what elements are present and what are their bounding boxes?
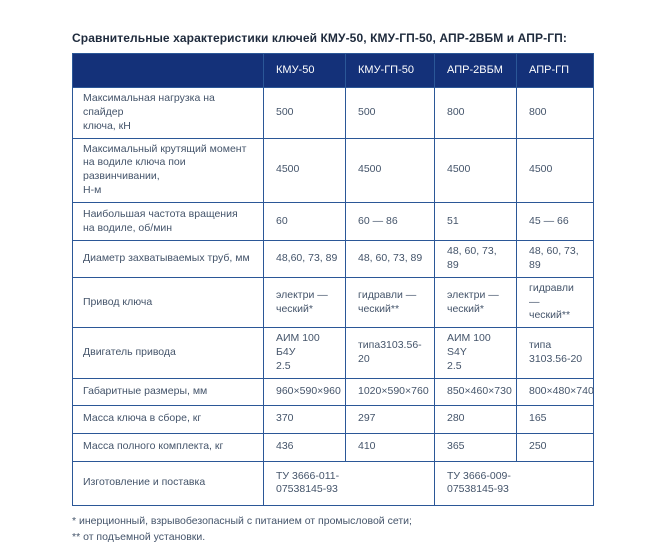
cell-value: 297 (345, 404, 435, 434)
row-label: Наибольшая частота вращения на водиле, о… (72, 202, 264, 242)
cell-value: типа 3103.56-20 (516, 327, 594, 379)
table-row: Масса ключа в сборе, кг 370 297 280 165 (72, 404, 594, 434)
cell-value: 850×460×730 (434, 377, 517, 406)
comparison-table: КМУ-50 КМУ-ГП-50 АПР-2ВБМ АПР-ГП Максима… (72, 53, 594, 506)
cell-value: АИМ 100 S4Y 2.5 (434, 327, 517, 379)
cell-value: электри — ческий* (263, 276, 346, 329)
table-row: Изготовление и поставка ТУ 3666-011- 075… (72, 460, 594, 506)
table-row: Габаритные размеры, мм 960×590×960 1020×… (72, 377, 594, 406)
column-header: КМУ-ГП-50 (345, 53, 435, 88)
row-label: Максимальная нагрузка на спайдер ключа, … (72, 87, 264, 139)
cell-value: 1020×590×760 (345, 377, 435, 406)
cell-value: гидравли — ческий** (345, 276, 435, 329)
footnote: ** от подъемной установки. (72, 531, 206, 544)
cell-value: 280 (434, 404, 517, 434)
cell-value: 500 (263, 87, 346, 139)
cell-value: 800×480×740 (516, 377, 594, 406)
table-row: Наибольшая частота вращения на водиле, о… (72, 202, 594, 242)
header-row: КМУ-50 КМУ-ГП-50 АПР-2ВБМ АПР-ГП (72, 53, 594, 88)
cell-value: 410 (345, 432, 435, 462)
cell-value: АИМ 100 Б4У 2.5 (263, 327, 346, 379)
row-label: Габаритные размеры, мм (72, 377, 264, 406)
cell-value: 800 (434, 87, 517, 139)
row-label: Максимальный крутящий момент на водиле к… (72, 137, 264, 204)
cell-value: 4500 (345, 137, 435, 204)
footnotes: * инерционный, взрывобезопасный с питани… (72, 513, 672, 545)
footnote: * инерционный, взрывобезопасный с питани… (72, 514, 412, 527)
row-label: Масса ключа в сборе, кг (72, 404, 264, 434)
row-label: Диаметр захватываемых труб, мм (72, 240, 264, 278)
cell-value: 800 (516, 87, 594, 139)
cell-value: ТУ 3666-009- 07538145-93 (434, 460, 594, 506)
column-header: АПР-ГП (516, 53, 594, 88)
row-label: Привод ключа (72, 276, 264, 329)
cell-value: 960×590×960 (263, 377, 346, 406)
column-header: АПР-2ВБМ (434, 53, 517, 88)
cell-value: 51 (434, 202, 517, 242)
cell-value: 4500 (263, 137, 346, 204)
cell-value: электри — ческий* (434, 276, 517, 329)
cell-value: 45 — 66 (516, 202, 594, 242)
table-row: Масса полного комплекта, кг 436 410 365 … (72, 432, 594, 462)
cell-value: 500 (345, 87, 435, 139)
table-row: Максимальная нагрузка на спайдер ключа, … (72, 87, 594, 139)
row-label: Изготовление и поставка (72, 460, 264, 506)
cell-value: 250 (516, 432, 594, 462)
cell-value: 60 — 86 (345, 202, 435, 242)
table-row: Максимальный крутящий момент на водиле к… (72, 137, 594, 204)
cell-value: 165 (516, 404, 594, 434)
cell-value: 370 (263, 404, 346, 434)
row-label: Масса полного комплекта, кг (72, 432, 264, 462)
cell-value: 60 (263, 202, 346, 242)
cell-value: 48, 60, 73, 89 (434, 240, 517, 278)
cell-value: гидравли — ческий** (516, 276, 594, 329)
corner-cell (72, 53, 264, 88)
cell-value: 48, 60, 73, 89 (516, 240, 594, 278)
cell-value: 48, 60, 73, 89 (345, 240, 435, 278)
cell-value: 4500 (434, 137, 517, 204)
column-header: КМУ-50 (263, 53, 346, 88)
row-label: Двигатель привода (72, 327, 264, 379)
table-row: Диаметр захватываемых труб, мм 48,60, 73… (72, 240, 594, 278)
page-title: Сравнительные характеристики ключей КМУ-… (72, 31, 567, 45)
cell-value: типа3103.56-20 (345, 327, 435, 379)
cell-value: 48,60, 73, 89 (263, 240, 346, 278)
cell-value: 436 (263, 432, 346, 462)
table-row: Двигатель привода АИМ 100 Б4У 2.5 типа31… (72, 327, 594, 379)
cell-value: 4500 (516, 137, 594, 204)
cell-value: 365 (434, 432, 517, 462)
table-row: Привод ключа электри — ческий* гидравли … (72, 276, 594, 329)
cell-value: ТУ 3666-011- 07538145-93 (263, 460, 435, 506)
